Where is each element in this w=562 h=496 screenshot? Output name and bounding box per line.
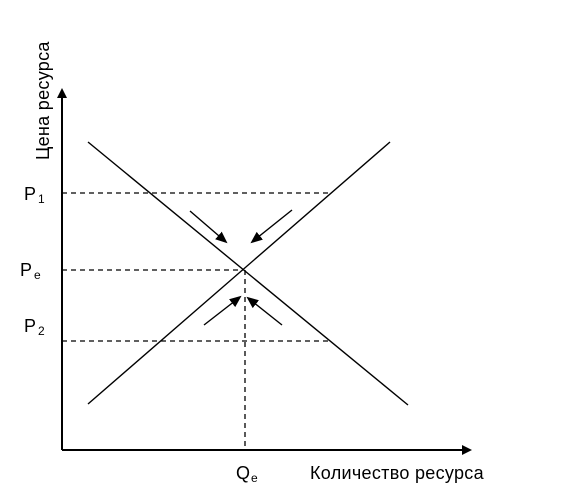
arrow-above-right (250, 209, 293, 244)
arrow-above-left (189, 210, 228, 244)
qe-label: Qe (236, 463, 258, 485)
demand-curve (87, 141, 409, 406)
y-axis-title: Цена ресурса (33, 41, 53, 160)
arrow-below-right (246, 296, 283, 326)
x-axis-title: Количество ресурса (310, 463, 485, 483)
supply-curve (87, 141, 391, 405)
arrow-below-left (203, 295, 242, 326)
